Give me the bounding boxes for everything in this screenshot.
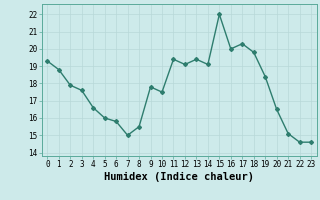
- X-axis label: Humidex (Indice chaleur): Humidex (Indice chaleur): [104, 172, 254, 182]
